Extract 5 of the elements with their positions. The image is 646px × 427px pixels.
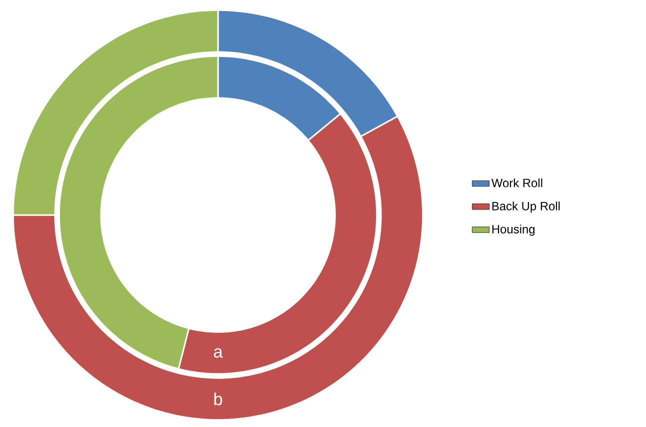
slice-label: b xyxy=(214,392,222,406)
slice-label: a xyxy=(214,348,223,358)
legend-label: Work Roll xyxy=(491,178,542,188)
legend-label: Back Up Roll xyxy=(492,202,560,213)
legend-label: Housing xyxy=(492,224,534,236)
